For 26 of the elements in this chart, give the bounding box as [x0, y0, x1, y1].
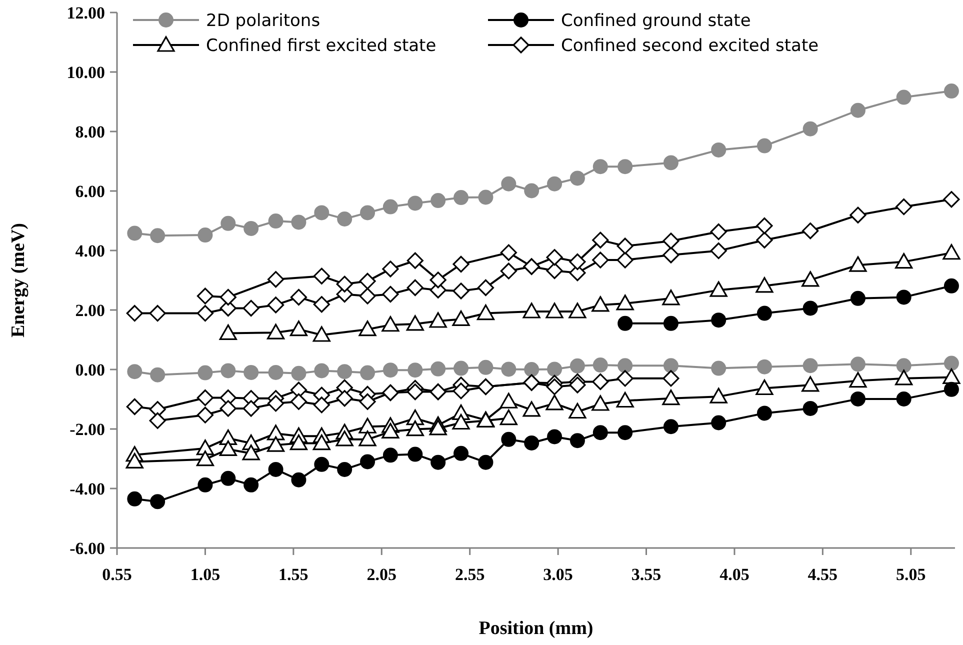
x-tick-label: 4.55 [808, 565, 838, 584]
legend-label: Confined second excited state [561, 36, 819, 56]
x-tick-label: 1.55 [278, 565, 308, 584]
y-tick-label: 4.00 [75, 241, 105, 260]
legend-label: 2D polaritons [206, 10, 320, 31]
y-tick-label: -4.00 [70, 479, 105, 498]
x-tick-label: 4.05 [720, 565, 750, 584]
y-tick-label: 12.00 [66, 3, 105, 22]
y-tick-label: 8.00 [75, 122, 105, 142]
legend-label: Confined ground state [561, 10, 751, 31]
y-tick-label: 6.00 [75, 182, 105, 201]
x-tick-label: 2.05 [366, 565, 397, 584]
x-tick-label: 3.05 [543, 565, 573, 584]
y-tick-label: 0.00 [75, 360, 105, 380]
y-tick-label: -2.00 [70, 420, 105, 439]
y-tick-label: 10.00 [66, 62, 105, 82]
x-tick-label: 5.05 [896, 565, 926, 584]
x-axis-title: Position (mm) [478, 618, 594, 639]
x-tick-label: 2.55 [454, 565, 485, 584]
x-tick-label: 3.55 [631, 565, 662, 584]
y-tick-label: 2.00 [75, 300, 105, 320]
legend-label: Confined first excited state [206, 36, 436, 56]
x-tick-label: 1.05 [190, 565, 220, 584]
y-axis-title: Energy (meV) [8, 223, 29, 338]
x-tick-label: 0.55 [102, 565, 132, 584]
y-tick-label: -6.00 [70, 538, 105, 558]
